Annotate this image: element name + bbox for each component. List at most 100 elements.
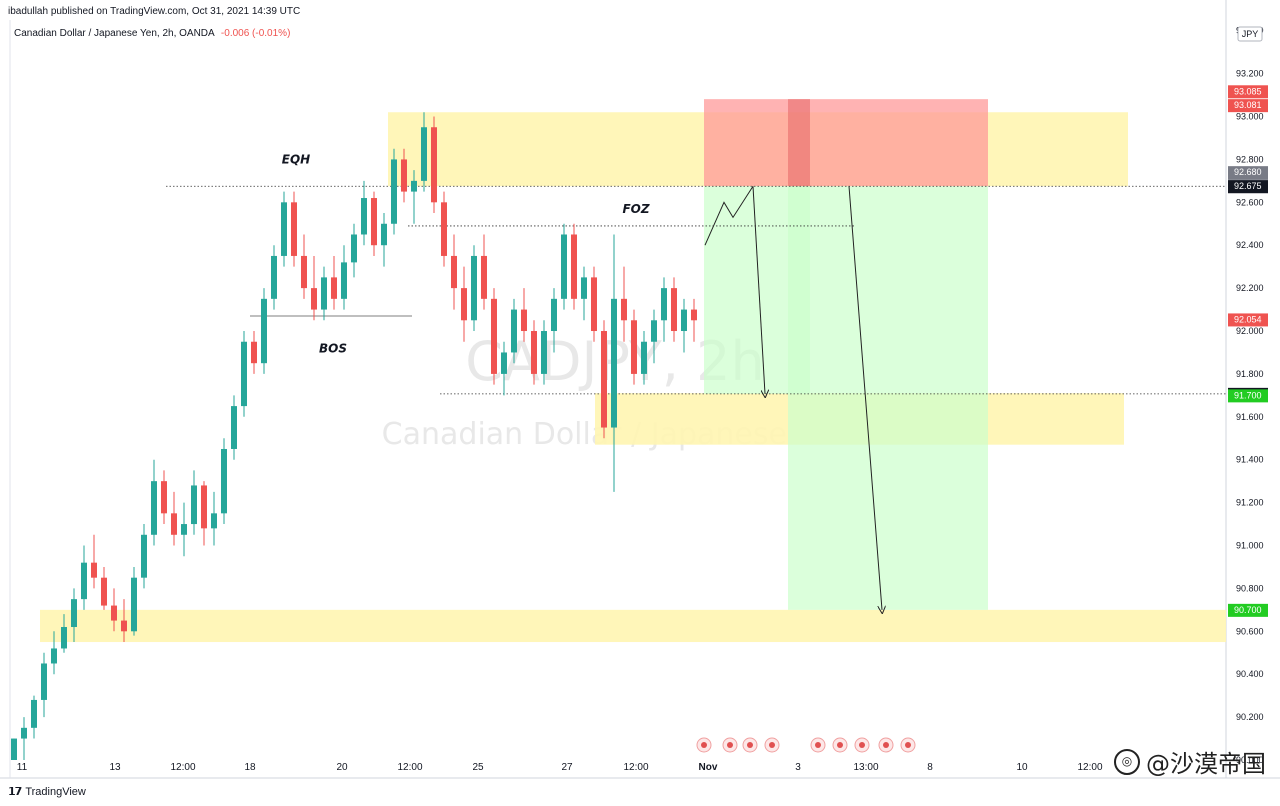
candle-body <box>421 127 427 181</box>
candle-body <box>341 262 347 299</box>
price-tick: 91.200 <box>1236 498 1264 508</box>
candle <box>251 331 257 374</box>
event-markers[interactable] <box>696 737 916 753</box>
time-tick: 27 <box>561 762 573 773</box>
time-tick: 10 <box>1016 762 1028 773</box>
candle <box>291 191 297 267</box>
candle <box>581 266 587 321</box>
candle <box>561 223 567 310</box>
price-tag-value: 90.700 <box>1234 605 1262 615</box>
candle-body <box>111 605 117 621</box>
candle-body <box>401 159 407 192</box>
time-tick: 13 <box>109 762 121 773</box>
price-tag-value: 92.675 <box>1234 181 1262 191</box>
candle-body <box>351 234 357 263</box>
candle <box>61 614 67 653</box>
candle-body <box>481 255 487 299</box>
candle-body <box>81 562 87 600</box>
time-tick: 3 <box>795 762 801 773</box>
candle <box>571 223 577 310</box>
price-tick: 92.600 <box>1236 197 1264 207</box>
candle-body <box>601 331 607 428</box>
weibo-handle: @沙漠帝国 <box>1146 750 1266 778</box>
currency-label: JPY <box>1242 29 1259 39</box>
candle <box>201 481 207 546</box>
projection-path <box>704 185 754 246</box>
candle-body <box>621 298 627 321</box>
symbol-legend: Canadian Dollar / Japanese Yen, 2h, OAND… <box>14 28 290 39</box>
price-tag-bg <box>1228 85 1268 99</box>
candle <box>441 191 447 267</box>
candle-body <box>391 159 397 224</box>
weibo-icon: ◎ <box>1114 748 1140 775</box>
candle-body <box>281 202 287 256</box>
candle-body <box>461 288 467 321</box>
candle-body <box>121 620 127 632</box>
candle <box>51 631 57 675</box>
event-marker-icon[interactable] <box>900 737 916 753</box>
footer-brand[interactable]: 𝟭𝟳 TradingView <box>8 785 86 799</box>
arrow-to-target <box>848 186 882 610</box>
time-tick: Nov <box>699 762 718 773</box>
candle-body <box>231 406 237 449</box>
event-marker-icon[interactable] <box>854 737 870 753</box>
event-marker-icon[interactable] <box>722 737 738 753</box>
candle-body <box>551 298 557 332</box>
candle-body <box>131 577 137 632</box>
symbol-change: -0.006 (-0.01%) <box>220 28 291 39</box>
event-marker-icon[interactable] <box>696 737 712 753</box>
price-tick: 91.600 <box>1236 412 1264 422</box>
candle-body <box>631 320 637 374</box>
candle <box>381 213 387 267</box>
event-marker-icon[interactable] <box>832 737 848 753</box>
published-info: ibadullah published on TradingView.com, … <box>8 6 301 17</box>
candle <box>141 524 147 589</box>
time-tick: 11 <box>17 762 28 773</box>
price-tick: 92.800 <box>1236 154 1264 164</box>
candle <box>631 309 637 385</box>
candle <box>611 234 617 492</box>
time-axis[interactable]: 11 13 12:00 18 20 12:00 25 27 12:00 Nov 3 13:00 8 10 1… <box>17 762 1103 773</box>
price-axis[interactable]: 93.40093.20093.00092.80092.60092.40092.2… <box>1228 26 1268 765</box>
candle-body <box>441 202 447 256</box>
price-tag-bg <box>1228 389 1268 403</box>
event-marker-icon[interactable] <box>742 737 758 753</box>
candle <box>661 277 667 342</box>
candle-body <box>331 277 337 299</box>
price-tag-bg <box>1228 603 1268 617</box>
candle-body <box>211 513 217 529</box>
candle <box>121 599 127 643</box>
candle <box>361 180 367 246</box>
event-marker-icon[interactable] <box>764 737 780 753</box>
candle-body <box>141 534 147 578</box>
candle-body <box>191 485 197 525</box>
time-tick: 25 <box>472 762 484 773</box>
candle-body <box>11 738 17 760</box>
event-marker-icon[interactable] <box>878 737 894 753</box>
price-tag: 93.081 <box>1228 99 1268 113</box>
candle <box>671 277 677 342</box>
candle <box>421 112 427 192</box>
candle <box>601 320 607 439</box>
time-tick: 12:00 <box>1077 762 1102 773</box>
price-tick: 91.800 <box>1236 369 1264 379</box>
candle-body <box>261 298 267 364</box>
candle-body <box>561 234 567 299</box>
candle-body <box>471 255 477 321</box>
tradingview-logo-icon: 𝟭𝟳 <box>8 786 22 798</box>
candle-body <box>681 309 687 332</box>
event-marker-icon[interactable] <box>810 737 826 753</box>
candles <box>11 112 697 760</box>
candle <box>621 266 627 342</box>
candle <box>31 695 37 739</box>
weibo-watermark: ◎ @沙漠帝国 <box>1114 744 1266 779</box>
brand-name: TradingView <box>25 785 86 798</box>
price-tag-value: 92.680 <box>1234 167 1262 177</box>
level-lines <box>166 185 1226 395</box>
time-tick: 12:00 <box>397 762 422 773</box>
candle <box>211 491 217 546</box>
candle <box>501 341 507 396</box>
candle <box>181 502 187 557</box>
candle-body <box>611 298 617 428</box>
